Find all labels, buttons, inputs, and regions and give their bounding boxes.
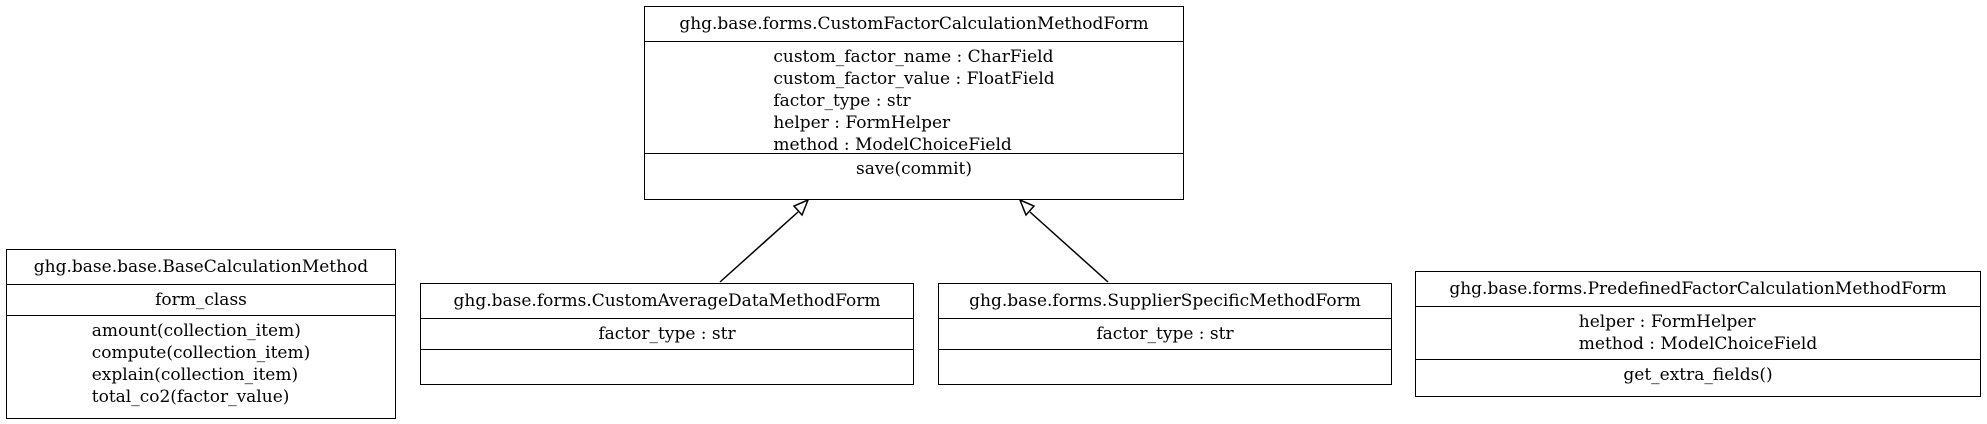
class-name: ghg.base.forms.CustomAverageDataMethodFo…	[421, 284, 913, 319]
attribute: factor_type : str	[773, 91, 911, 111]
attribute: factor_type : str	[598, 324, 736, 344]
arrow-supplier-specific-to-custom-factor	[1018, 198, 1109, 283]
class-base-calculation-method[interactable]: ghg.base.base.BaseCalculationMethod form…	[6, 249, 396, 419]
attribute: method : ModelChoiceField	[773, 135, 1012, 155]
class-supplier-specific-method-form[interactable]: ghg.base.forms.SupplierSpecificMethodFor…	[938, 283, 1392, 385]
attribute: custom_factor_value : FloatField	[773, 69, 1055, 89]
method: get_extra_fields()	[1623, 365, 1773, 385]
attributes-section: helper : FormHelper method : ModelChoiceF…	[1416, 307, 1980, 360]
attribute: helper : FormHelper	[1578, 312, 1756, 332]
class-predefined-factor-calculation-method-form[interactable]: ghg.base.forms.PredefinedFactorCalculati…	[1415, 271, 1981, 397]
arrow-custom-average-to-custom-factor	[719, 198, 810, 283]
class-custom-factor-calculation-method-form[interactable]: ghg.base.forms.CustomFactorCalculationMe…	[644, 6, 1184, 200]
method: total_co2(factor_value)	[91, 387, 290, 407]
attribute: helper : FormHelper	[773, 113, 951, 133]
attribute: factor_type : str	[1096, 324, 1234, 344]
attribute: form_class	[155, 290, 247, 310]
methods-section: save(commit)	[645, 154, 1183, 184]
methods-section	[421, 350, 913, 378]
class-name: ghg.base.forms.PredefinedFactorCalculati…	[1416, 272, 1980, 307]
class-name: ghg.base.forms.CustomFactorCalculationMe…	[645, 7, 1183, 42]
methods-section: amount(collection_item) compute(collectio…	[7, 316, 395, 412]
class-name: ghg.base.base.BaseCalculationMethod	[7, 250, 395, 285]
attribute: method : ModelChoiceField	[1578, 334, 1818, 354]
method: compute(collection_item)	[91, 343, 311, 363]
class-name: ghg.base.forms.SupplierSpecificMethodFor…	[939, 284, 1391, 319]
attributes-section: custom_factor_name : CharField custom_fac…	[645, 42, 1183, 155]
method: explain(collection_item)	[91, 365, 299, 385]
attribute: custom_factor_name : CharField	[773, 47, 1054, 67]
attributes-section: factor_type : str	[421, 319, 913, 350]
method: amount(collection_item)	[91, 321, 301, 341]
methods-section	[939, 350, 1391, 378]
method: save(commit)	[855, 159, 973, 179]
attributes-section: factor_type : str	[939, 319, 1391, 350]
methods-section: get_extra_fields()	[1416, 360, 1980, 390]
attributes-section: form_class	[7, 285, 395, 316]
class-custom-average-data-method-form[interactable]: ghg.base.forms.CustomAverageDataMethodFo…	[420, 283, 914, 385]
